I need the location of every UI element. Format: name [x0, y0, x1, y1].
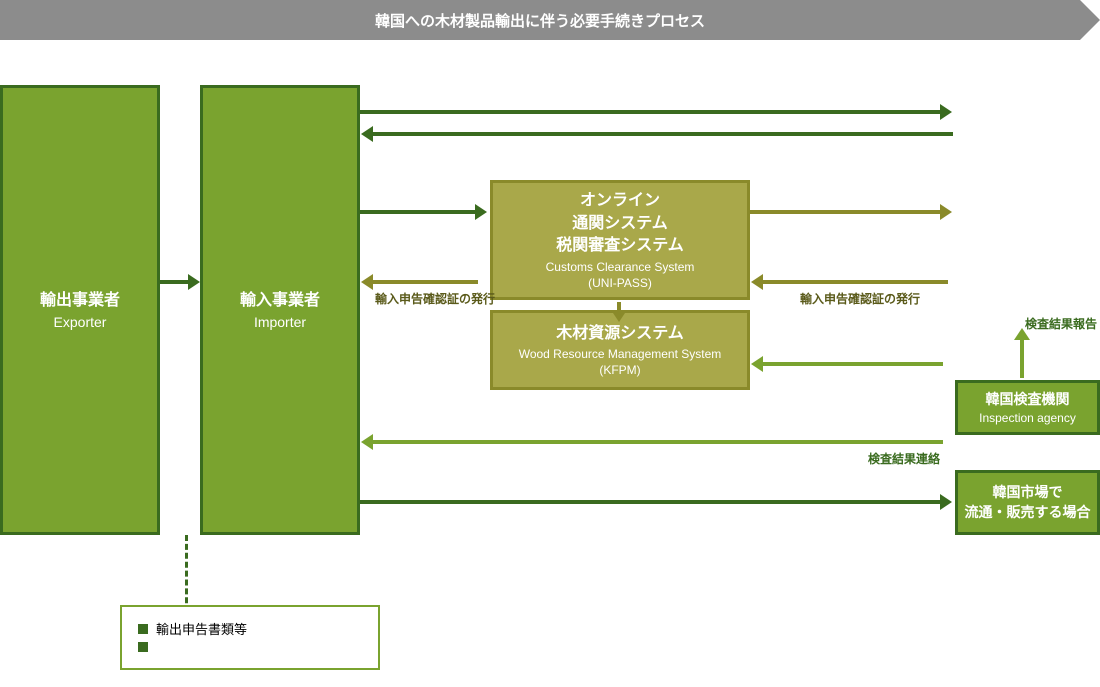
inspection-box: 韓国検査機関 Inspection agency — [955, 380, 1100, 435]
label-issue-right: 輸入申告確認証の発行 — [800, 290, 920, 307]
customs-en2: (UNI-PASS) — [588, 276, 652, 290]
legend: 輸出申告書類等 — [120, 605, 380, 670]
market-jp2: 流通・販売する場合 — [965, 503, 1091, 523]
customs-jp2: 通関システム — [572, 213, 668, 235]
legend-text-1: 輸出申告書類等 — [156, 619, 247, 638]
title-bar: 韓国への木材製品輸出に伴う必要手続きプロセス — [0, 0, 1080, 40]
inspection-jp: 韓国検査機関 — [986, 390, 1070, 410]
wood-en2: (KFPM) — [599, 363, 640, 377]
legend-swatch-2 — [138, 642, 148, 652]
arrow-a4 — [750, 210, 940, 214]
arrow-a2 — [373, 132, 953, 136]
arrow-a5 — [373, 280, 478, 284]
arrow-a7 — [763, 362, 943, 366]
wood-jp: 木材資源システム — [556, 323, 684, 345]
varrow-v1 — [617, 302, 621, 310]
inspection-en: Inspection agency — [979, 411, 1076, 425]
customs-jp1: オンライン — [580, 190, 660, 212]
varrow-v2 — [1020, 340, 1024, 378]
market-box: 韓国市場で 流通・販売する場合 — [955, 470, 1100, 535]
customs-jp3: 税関審査システム — [556, 235, 684, 257]
label-contact: 検査結果連絡 — [868, 450, 940, 467]
wood-box: 木材資源システム Wood Resource Management System… — [490, 310, 750, 390]
arrow-exp_imp — [160, 280, 188, 284]
label-issue-left: 輸入申告確認証の発行 — [375, 290, 495, 307]
arrow-a3 — [360, 210, 475, 214]
exporter-en: Exporter — [54, 314, 107, 330]
legend-swatch-1 — [138, 624, 148, 634]
customs-en1: Customs Clearance System — [546, 260, 695, 274]
importer-box: 輸入事業者 Importer — [200, 85, 360, 535]
exporter-jp: 輸出事業者 — [40, 290, 120, 312]
customs-box: オンライン 通関システム 税関審査システム Customs Clearance … — [490, 180, 750, 300]
importer-jp: 輸入事業者 — [240, 290, 320, 312]
arrow-a8 — [373, 440, 943, 444]
legend-row-2 — [138, 642, 362, 652]
arrow-a6 — [763, 280, 948, 284]
label-report: 検査結果報告 — [1025, 315, 1097, 332]
arrow-a1 — [360, 110, 940, 114]
legend-row-1: 輸出申告書類等 — [138, 619, 362, 638]
arrow-a9 — [360, 500, 940, 504]
importer-en: Importer — [254, 314, 306, 330]
wood-en1: Wood Resource Management System — [519, 347, 722, 361]
market-jp1: 韓国市場で — [993, 483, 1063, 503]
exporter-box: 輸出事業者 Exporter — [0, 85, 160, 535]
title-text: 韓国への木材製品輸出に伴う必要手続きプロセス — [375, 10, 705, 31]
